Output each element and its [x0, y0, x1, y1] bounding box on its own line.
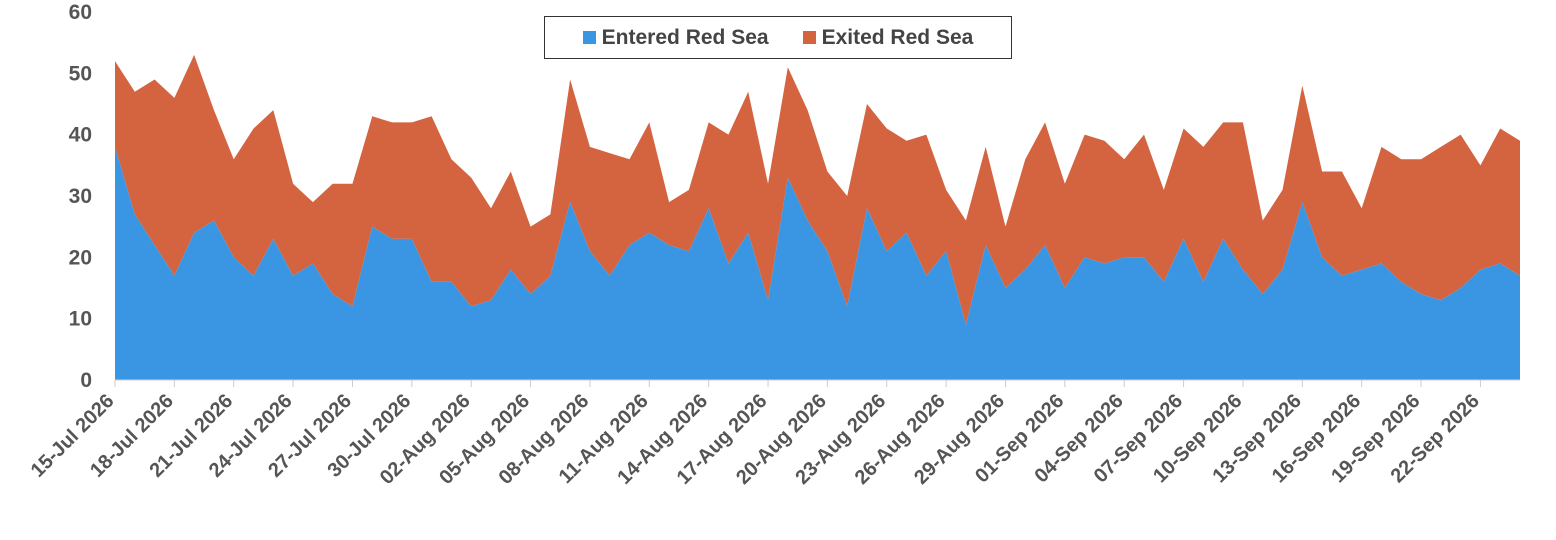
legend-item-entered: Entered Red Sea	[582, 25, 769, 50]
y-axis: 0 10 20 30 40 50 60	[69, 1, 92, 392]
y-tick-label: 10	[69, 308, 92, 331]
series-areas	[115, 54, 1520, 380]
y-tick-label: 0	[80, 369, 92, 392]
y-tick-label: 50	[69, 62, 92, 85]
area-entered-red-sea	[115, 146, 1520, 380]
area-exited-red-sea	[115, 54, 1520, 325]
legend-item-exited: Exited Red Sea	[802, 25, 974, 50]
y-tick-label: 60	[69, 1, 92, 24]
y-tick-label: 20	[69, 246, 92, 269]
y-tick-label: 30	[69, 185, 92, 208]
legend-label-exited: Exited Red Sea	[821, 25, 974, 49]
legend-label-entered: Entered Red Sea	[601, 25, 769, 49]
legend: Entered Red Sea Exited Red Sea	[544, 16, 1012, 59]
legend-swatch-entered	[582, 31, 596, 44]
legend-swatch-exited	[802, 31, 816, 44]
y-tick-label: 40	[69, 124, 92, 147]
